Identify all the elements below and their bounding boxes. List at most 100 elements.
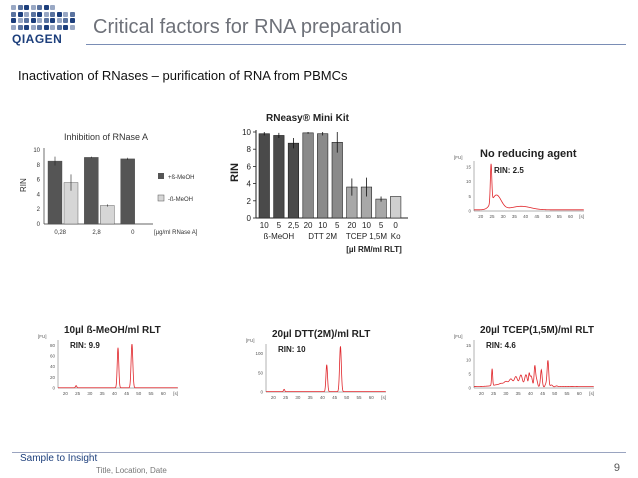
rneasy-chart-title: RNeasy® Mini Kit	[266, 113, 350, 124]
rneasy-xtick: 5	[379, 221, 384, 230]
trace-line	[474, 360, 594, 388]
trace-yunit: [FU]	[454, 155, 463, 160]
trace-chart-tcep: 20µl TCEP(1,5M)/ml RLT RIN: 4.6 [FU] 0 5 10 15…	[454, 325, 594, 396]
trace-xtick: 35	[100, 391, 106, 396]
trace-xtick: 35	[308, 395, 314, 400]
trace-title: 20µl TCEP(1,5M)/ml RLT	[480, 325, 594, 336]
inhibition-ytick: 4	[37, 192, 41, 198]
rneasy-xunit: [µl RM/ml RLT]	[346, 245, 402, 254]
trace-xtick: 60	[577, 391, 583, 396]
trace-line	[58, 343, 178, 389]
rneasy-xtick: 10	[318, 221, 327, 230]
inhibition-bar	[120, 158, 135, 225]
trace-xtick: 20	[63, 391, 69, 396]
trace-xtick: 40	[320, 395, 326, 400]
trace-xtick: 60	[161, 391, 167, 396]
trace-ytick: 5	[468, 371, 471, 376]
trace-ytick: 40	[50, 364, 56, 369]
trace-xtick: 50	[552, 391, 558, 396]
inhibition-xtick: 0	[131, 230, 135, 236]
trace-title: No reducing agent	[480, 148, 577, 160]
trace-xtick: 60	[568, 214, 574, 219]
trace-xtick: 50	[546, 214, 552, 219]
trace-ytick: 20	[50, 375, 56, 380]
footer-divider	[12, 452, 626, 453]
trace-line	[266, 346, 386, 393]
trace-chart-no-reducing: No reducing agent RIN: 2.5 [FU] 0 5 10 15 20 25 3…	[454, 148, 584, 219]
trace-xunit: [s]	[173, 391, 178, 396]
trace-xtick: 30	[503, 391, 509, 396]
trace-ytick: 0	[52, 386, 55, 391]
trace-chart-dtt: 20µl DTT(2M)/ml RLT RIN: 10 [FU] 0 50 100 20 25…	[246, 329, 386, 400]
inhibition-xtick: 2,8	[92, 230, 101, 236]
footer-meta: Title, Location, Date	[96, 466, 167, 475]
rneasy-xtick: 5	[277, 221, 282, 230]
trace-xtick: 55	[565, 391, 571, 396]
inhibition-chart-title: Inhibition of RNase A	[64, 132, 148, 142]
rneasy-group-label: ß-MeOH	[264, 232, 295, 241]
inhibition-bar	[100, 205, 115, 225]
rneasy-xtick: 2,5	[288, 221, 300, 230]
trace-rin: RIN: 2.5	[494, 166, 524, 175]
trace-xtick: 35	[512, 214, 518, 219]
rneasy-xtick: 10	[260, 221, 269, 230]
trace-xtick: 45	[332, 395, 338, 400]
rneasy-xtick: 20	[304, 221, 313, 230]
trace-xtick: 20	[478, 214, 484, 219]
trace-xtick: 50	[136, 391, 142, 396]
trace-xtick: 50	[344, 395, 350, 400]
trace-ytick: 5	[468, 194, 471, 199]
trace-xtick: 55	[557, 214, 563, 219]
rneasy-xtick: 10	[362, 221, 371, 230]
trace-panel-dtt: 20µl DTT(2M)/ml RLT RIN: 10 [FU] 0 50 100 20 25…	[244, 326, 394, 404]
rneasy-bar	[302, 132, 314, 219]
inhibition-xtick: 0,28	[54, 230, 66, 236]
trace-xtick: 45	[534, 214, 540, 219]
page-number: 9	[613, 462, 620, 474]
trace-xtick: 20	[271, 395, 277, 400]
rneasy-xtick: 0	[393, 221, 398, 230]
trace-ytick: 0	[468, 209, 471, 214]
inhibition-ytick: 8	[37, 163, 41, 169]
trace-ytick: 100	[255, 351, 263, 356]
inhibition-chart: Inhibition of RNase A RIN 0 2 4 6 8 10 0,28 2,…	[19, 132, 198, 236]
trace-xtick: 30	[87, 391, 93, 396]
trace-panel-tcep: 20µl TCEP(1,5M)/ml RLT RIN: 4.6 [FU] 0 5 10 15…	[452, 322, 602, 400]
trace-xtick: 55	[357, 395, 363, 400]
qiagen-logo: QIAGEN	[9, 4, 77, 48]
trace-xtick: 25	[491, 391, 497, 396]
legend-label-plus: +ß-MeOH	[168, 175, 195, 181]
slide-subtitle: Inactivation of RNases – purification of…	[18, 68, 348, 83]
inhibition-ytick: 0	[37, 222, 41, 228]
trace-xtick: 60	[369, 395, 375, 400]
trace-xtick: 40	[523, 214, 529, 219]
header-divider	[86, 44, 626, 45]
trace-xtick: 25	[75, 391, 81, 396]
trace-yunit: [FU]	[38, 334, 47, 339]
rneasy-ytick: 2	[247, 197, 252, 206]
rneasy-chart: RNeasy® Mini Kit RIN 0 2 4 6 8 10 10 5 2,5 20 10 5…	[229, 113, 408, 254]
trace-xtick: 35	[516, 391, 522, 396]
trace-ytick: 15	[466, 343, 472, 348]
legend-swatch-minus	[157, 194, 165, 202]
rneasy-xtick: 20	[347, 221, 356, 230]
rneasy-ytick: 8	[247, 145, 252, 154]
trace-title: 20µl DTT(2M)/ml RLT	[272, 329, 370, 340]
trace-ytick: 10	[466, 357, 472, 362]
trace-xtick: 40	[112, 391, 118, 396]
trace-xunit: [s]	[589, 391, 594, 396]
trace-xunit: [s]	[381, 395, 386, 400]
inhibition-chart-panel: Inhibition of RNase A RIN 0 2 4 6 8 10 0,28 2,…	[18, 128, 218, 240]
trace-line	[474, 163, 584, 211]
inhibition-ylabel: RIN	[19, 178, 28, 192]
trace-chart-meoh: 10µl ß-MeOH/ml RLT RIN: 9.9 [FU] 0 20 40 60 80 2…	[38, 325, 178, 396]
inhibition-ytick: 6	[37, 178, 41, 184]
trace-xtick: 25	[489, 214, 495, 219]
trace-xunit: [s]	[579, 214, 584, 219]
rneasy-bar	[331, 142, 343, 219]
trace-rin: RIN: 10	[278, 345, 306, 354]
trace-xtick: 30	[501, 214, 507, 219]
trace-yunit: [FU]	[454, 334, 463, 339]
rneasy-bar	[317, 133, 329, 219]
trace-xtick: 25	[283, 395, 289, 400]
